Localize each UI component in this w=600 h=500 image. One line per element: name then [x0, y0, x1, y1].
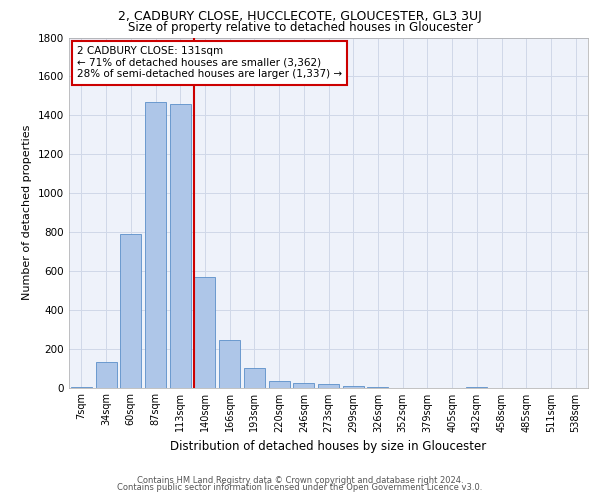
Bar — [120, 234, 141, 388]
Text: Contains public sector information licensed under the Open Government Licence v3: Contains public sector information licen… — [118, 483, 482, 492]
Bar — [367, 386, 388, 388]
Bar — [293, 382, 314, 388]
Text: 2, CADBURY CLOSE, HUCCLECOTE, GLOUCESTER, GL3 3UJ: 2, CADBURY CLOSE, HUCCLECOTE, GLOUCESTER… — [118, 10, 482, 23]
Bar — [269, 380, 290, 388]
Bar — [343, 386, 364, 388]
Text: 2 CADBURY CLOSE: 131sqm
← 71% of detached houses are smaller (3,362)
28% of semi: 2 CADBURY CLOSE: 131sqm ← 71% of detache… — [77, 46, 342, 80]
Bar — [170, 104, 191, 388]
Bar — [219, 340, 240, 388]
X-axis label: Distribution of detached houses by size in Gloucester: Distribution of detached houses by size … — [170, 440, 487, 453]
Bar — [145, 102, 166, 388]
Y-axis label: Number of detached properties: Number of detached properties — [22, 125, 32, 300]
Bar — [194, 276, 215, 388]
Bar — [95, 362, 116, 388]
Bar — [466, 386, 487, 388]
Bar — [318, 384, 339, 388]
Text: Contains HM Land Registry data © Crown copyright and database right 2024.: Contains HM Land Registry data © Crown c… — [137, 476, 463, 485]
Text: Size of property relative to detached houses in Gloucester: Size of property relative to detached ho… — [128, 21, 473, 34]
Bar — [244, 368, 265, 388]
Bar — [71, 386, 92, 388]
